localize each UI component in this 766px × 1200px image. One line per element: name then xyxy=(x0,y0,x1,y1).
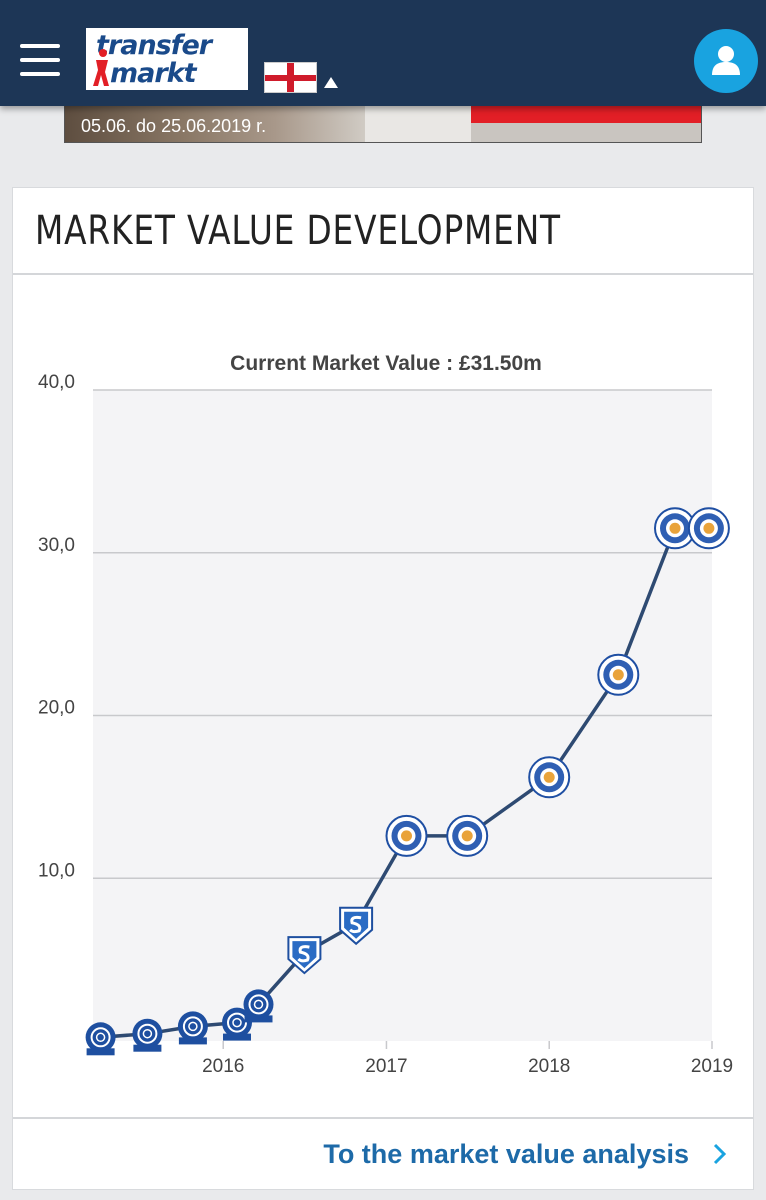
genk-crest-marker xyxy=(85,1022,116,1056)
ad-date-text: 05.06. do 25.06.2019 r. xyxy=(81,116,267,136)
england-flag-icon[interactable] xyxy=(264,62,317,93)
y-tick-label: 10,0 xyxy=(38,860,75,881)
market-value-chart-svg: Current Market Value : £31.50m 10,0 20,0 3… xyxy=(38,352,733,1077)
footer-divider xyxy=(13,1117,753,1119)
x-tick-label: 2016 xyxy=(202,1056,244,1077)
genk-crest-marker xyxy=(339,906,374,946)
x-tick-label: 2019 xyxy=(691,1056,733,1077)
market-value-analysis-link[interactable]: To the market value analysis xyxy=(323,1139,689,1169)
logo-line1: transfer xyxy=(96,30,212,61)
caret-up-icon[interactable] xyxy=(324,77,338,88)
market-value-card: MARKET VALUE DEVELOPMENT Current Market … xyxy=(12,187,754,1190)
logo-line2: markt xyxy=(110,58,197,89)
genk-crest-marker xyxy=(132,1018,163,1052)
x-tick-label: 2017 xyxy=(365,1056,407,1077)
menu-icon[interactable] xyxy=(20,44,60,76)
leicester-crest-marker xyxy=(654,507,696,550)
chevron-right-icon[interactable] xyxy=(707,1141,733,1167)
y-tick-label: 40,0 xyxy=(38,372,75,393)
x-tick-label: 2018 xyxy=(528,1056,570,1077)
genk-crest-marker xyxy=(222,1007,252,1041)
chart-title: Current Market Value : £31.50m xyxy=(230,352,542,375)
user-icon xyxy=(712,46,740,75)
leicester-crest-marker xyxy=(597,653,640,696)
transfermarkt-logo[interactable]: transfer markt xyxy=(84,26,250,92)
y-tick-label: 20,0 xyxy=(38,698,75,719)
user-account-button[interactable] xyxy=(694,29,758,93)
market-value-chart: Current Market Value : £31.50m 10,0 20,0 3… xyxy=(13,276,753,1116)
genk-crest-marker xyxy=(287,936,322,975)
leicester-crest-marker xyxy=(446,814,489,857)
leicester-crest-marker xyxy=(528,756,571,799)
genk-crest-marker xyxy=(177,1011,208,1045)
logo-player-figure-icon xyxy=(93,49,109,86)
leicester-crest-marker xyxy=(385,814,428,857)
leicester-crest-marker xyxy=(687,507,730,550)
top-navigation-bar: transfer markt xyxy=(0,0,766,106)
genk-crest-marker xyxy=(243,989,274,1023)
y-tick-label: 30,0 xyxy=(38,535,75,556)
card-title: MARKET VALUE DEVELOPMENT xyxy=(35,208,561,254)
title-divider xyxy=(13,273,753,275)
